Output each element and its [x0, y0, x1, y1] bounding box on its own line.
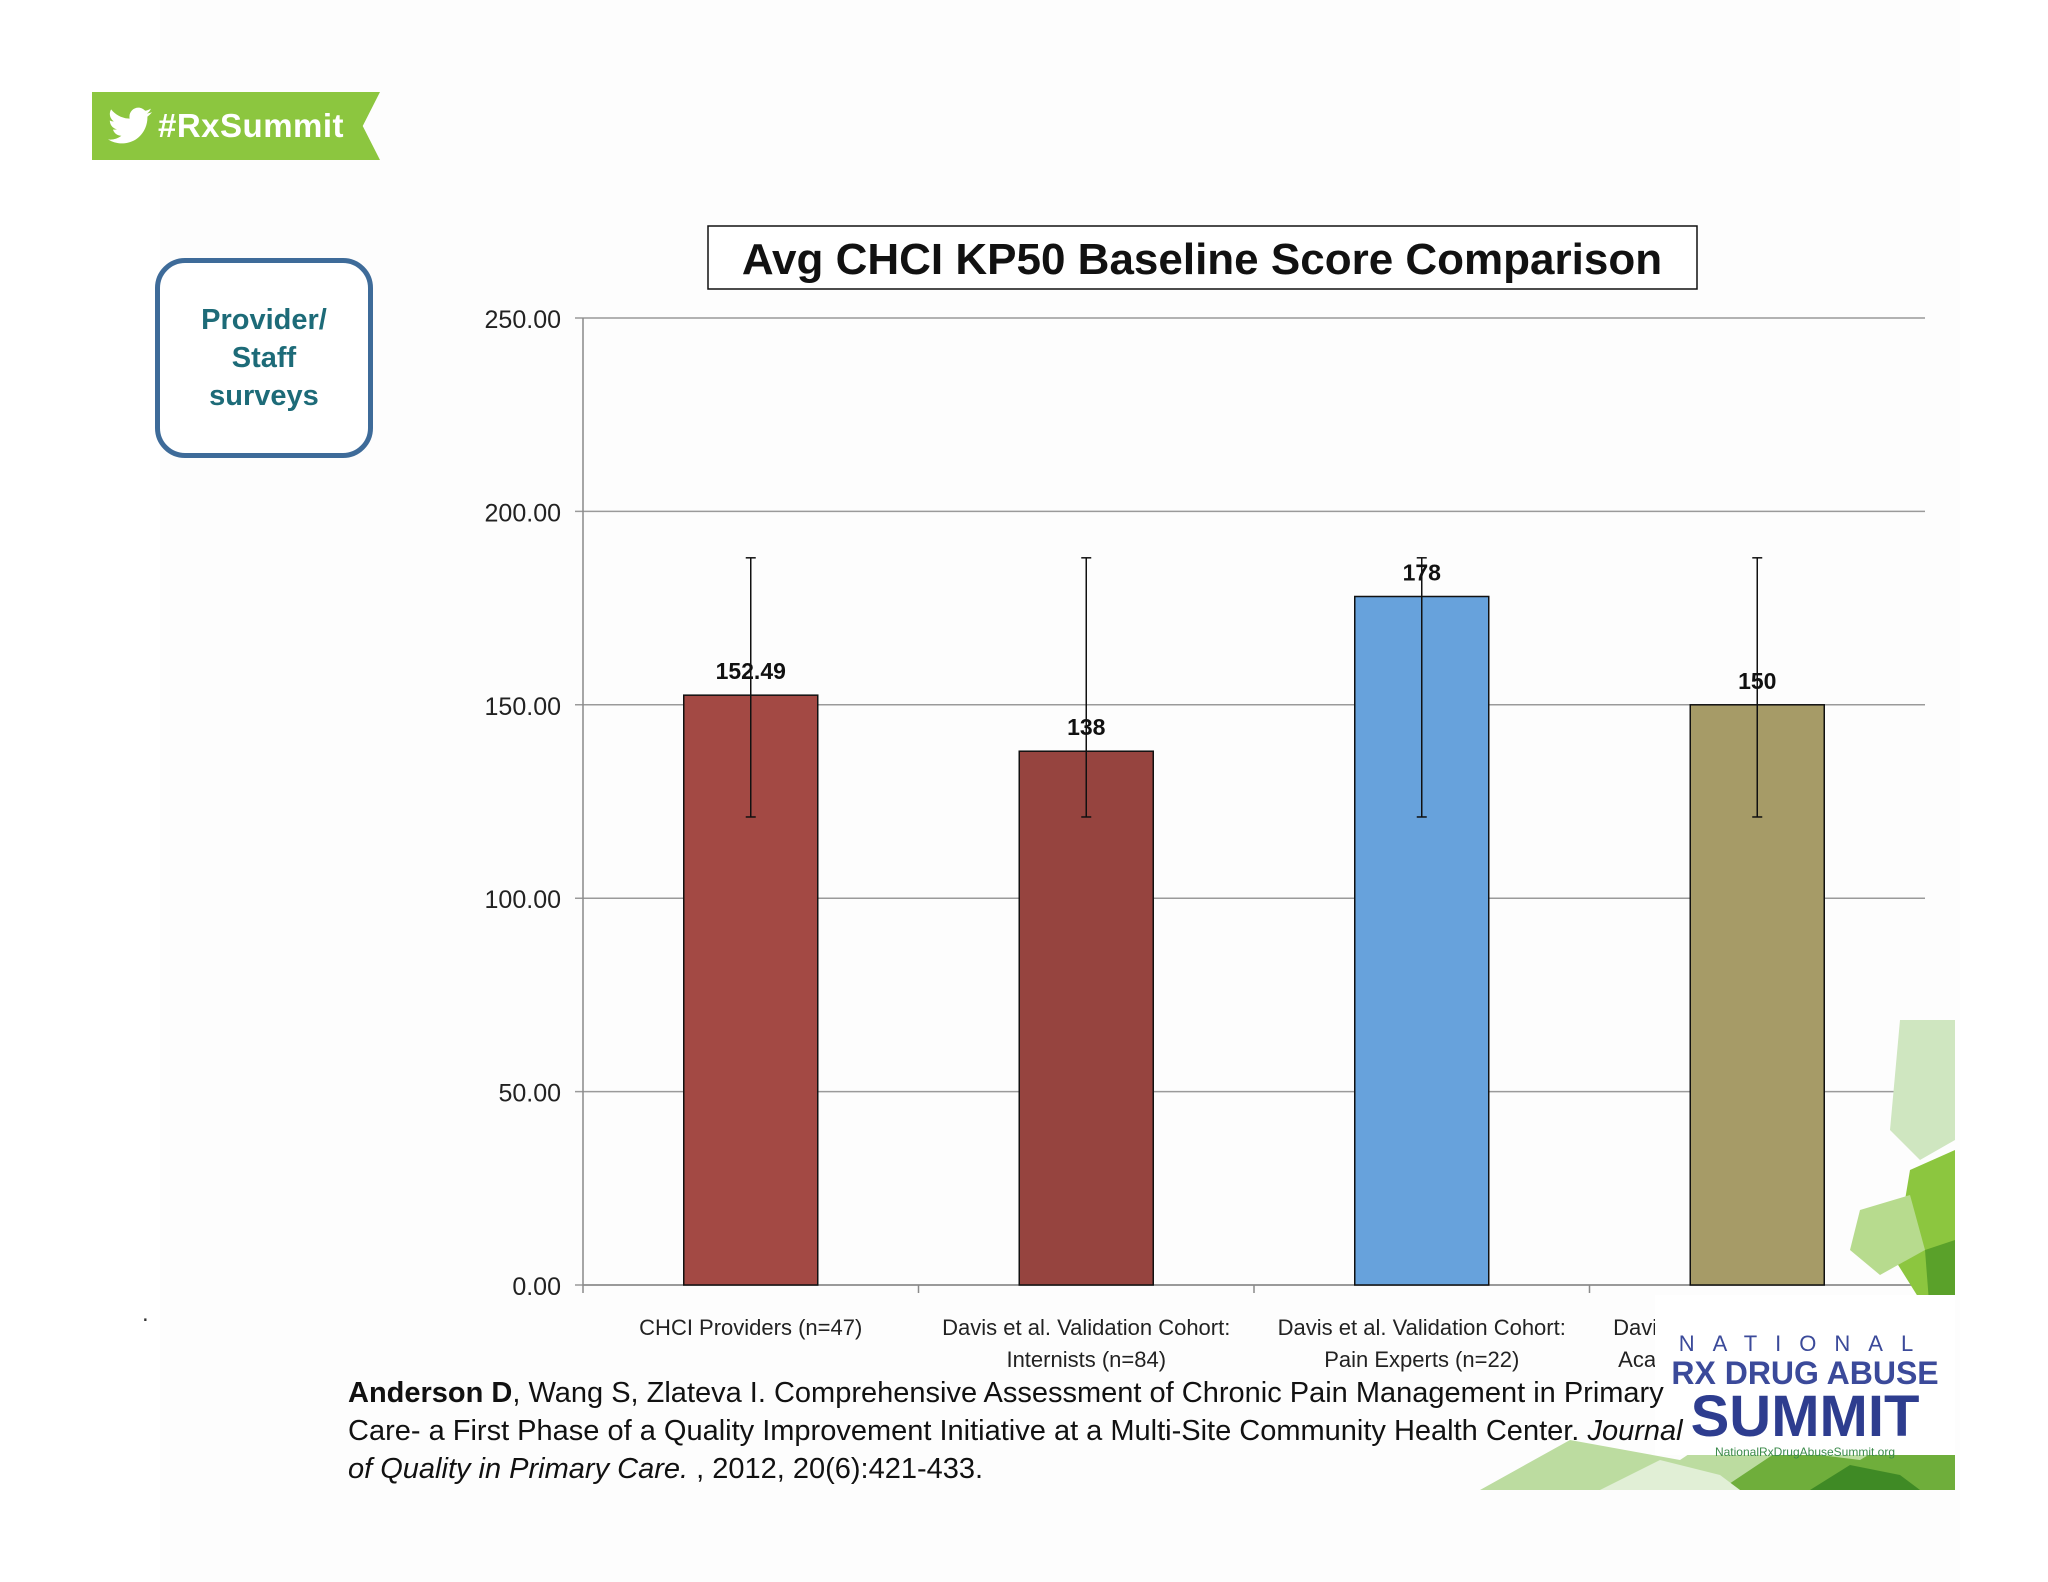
chart-title: Avg CHCI KP50 Baseline Score Comparison — [742, 235, 1662, 284]
x-category-label: CHCI Providers (n=47) — [639, 1315, 862, 1340]
logo-summit-text: SUMMIT — [1690, 1384, 1920, 1449]
bar — [1018, 750, 1154, 1286]
data-label: 138 — [1067, 714, 1106, 740]
x-category-label: Internists (n=84) — [1006, 1347, 1166, 1372]
citation-author: Anderson D — [348, 1377, 513, 1409]
hashtag-label: #RxSummit — [158, 107, 345, 144]
data-label: 152.49 — [716, 658, 786, 684]
y-tick-label: 0.00 — [512, 1273, 561, 1301]
callout-line: Staff — [231, 342, 297, 374]
logo-national-text: NATIONAL — [1678, 1331, 1932, 1356]
data-label: 150 — [1738, 668, 1776, 694]
citation-tail: , 2012, 20(6):421-433. — [688, 1453, 984, 1485]
summit-logo: NATIONAL RX DRUG ABUSE SUMMIT NationalRx… — [1655, 1295, 1955, 1459]
callout-line: Provider/ — [201, 304, 327, 336]
x-category-label: Pain Experts (n=22) — [1324, 1347, 1519, 1372]
y-tick-label: 100.00 — [485, 886, 561, 914]
x-category-label: Davis et al. Validation Cohort: — [942, 1315, 1230, 1340]
twitter-hashtag-banner: #RxSummit — [92, 92, 380, 160]
footnote-dot: . — [142, 1300, 149, 1327]
citation: Anderson D, Wang S, Zlateva I. Comprehen… — [348, 1374, 1688, 1488]
x-category-label: Davis et al. Validation Cohort: — [1278, 1315, 1566, 1340]
data-label: 178 — [1403, 559, 1442, 585]
twitter-bird-icon — [108, 107, 152, 144]
y-tick-label: 150.00 — [485, 693, 561, 721]
citation-text: , Wang S, Zlateva I. Comprehensive Asses… — [348, 1377, 1664, 1447]
y-tick-label: 250.00 — [485, 306, 561, 334]
callout-line: surveys — [209, 380, 319, 412]
provider-staff-surveys-callout: Provider/ Staff surveys — [155, 258, 373, 458]
y-tick-label: 50.00 — [498, 1080, 561, 1108]
logo-url-text: NationalRxDrugAbuseSummit.org — [1714, 1445, 1896, 1459]
chart-title-box — [707, 225, 1698, 290]
y-tick-label: 200.00 — [485, 499, 561, 527]
citation-journal: Journal of Quality in Primary Care. — [348, 1415, 1683, 1485]
logo-rx-drug-abuse-text: RX DRUG ABUSE — [1671, 1355, 1939, 1391]
